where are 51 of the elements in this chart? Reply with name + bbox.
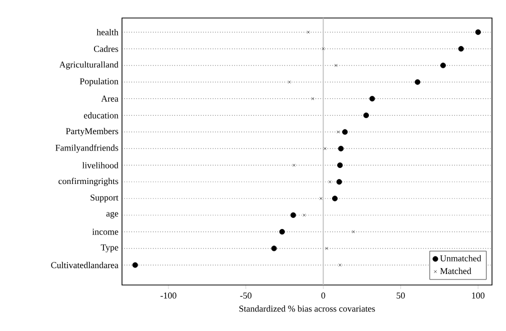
point bbox=[290, 212, 296, 218]
legend-label: Unmatched bbox=[440, 255, 482, 262]
y-tick-label: livelihood bbox=[82, 162, 118, 168]
legend-label: Matched bbox=[440, 268, 472, 274]
point bbox=[342, 129, 348, 135]
x-tick-label: 50 bbox=[396, 292, 405, 299]
point bbox=[337, 162, 343, 168]
point bbox=[369, 96, 375, 102]
x-axis-title: Standardized % bias across covariates bbox=[239, 305, 375, 312]
y-tick-label: age bbox=[106, 212, 118, 218]
x-tick-label: 100 bbox=[472, 292, 484, 299]
point bbox=[363, 112, 369, 118]
point bbox=[332, 196, 338, 202]
point bbox=[338, 146, 344, 152]
x-tick-label: -50 bbox=[240, 292, 252, 299]
point bbox=[338, 264, 342, 267]
y-tick-label: Type bbox=[100, 244, 118, 252]
point bbox=[325, 246, 328, 250]
point bbox=[352, 230, 355, 234]
point bbox=[336, 179, 342, 185]
x-tick-label: 0 bbox=[321, 292, 326, 299]
y-tick-label: income bbox=[92, 228, 118, 235]
point bbox=[306, 30, 310, 34]
point bbox=[292, 164, 296, 167]
y-tick-label: Cultivatedlandarea bbox=[51, 262, 118, 268]
y-tick-label: PartyMembers bbox=[66, 128, 118, 136]
point bbox=[440, 62, 446, 68]
point bbox=[319, 197, 322, 200]
y-tick-label: Cadres bbox=[94, 46, 118, 52]
y-tick-label: Support bbox=[90, 194, 118, 202]
y-tick-label: Area bbox=[101, 96, 118, 102]
point bbox=[328, 180, 332, 184]
y-tick-label: health bbox=[96, 28, 118, 36]
point bbox=[279, 228, 285, 235]
point bbox=[271, 246, 277, 252]
point bbox=[311, 97, 314, 100]
point bbox=[132, 262, 138, 268]
point bbox=[323, 147, 326, 150]
y-tick-label: education bbox=[84, 112, 118, 118]
point bbox=[302, 214, 306, 217]
y-tick-label: Agriculturalland bbox=[59, 61, 118, 70]
y-tick-label: Familyandfriends bbox=[55, 144, 118, 153]
point bbox=[458, 46, 464, 52]
point bbox=[334, 64, 338, 67]
point bbox=[414, 79, 420, 85]
x-tick-label: -100 bbox=[160, 292, 176, 299]
y-tick-label: confirmingrights bbox=[58, 178, 118, 186]
point bbox=[336, 130, 340, 134]
point bbox=[475, 29, 481, 35]
point bbox=[288, 80, 291, 84]
y-tick-label: Population bbox=[80, 78, 118, 86]
